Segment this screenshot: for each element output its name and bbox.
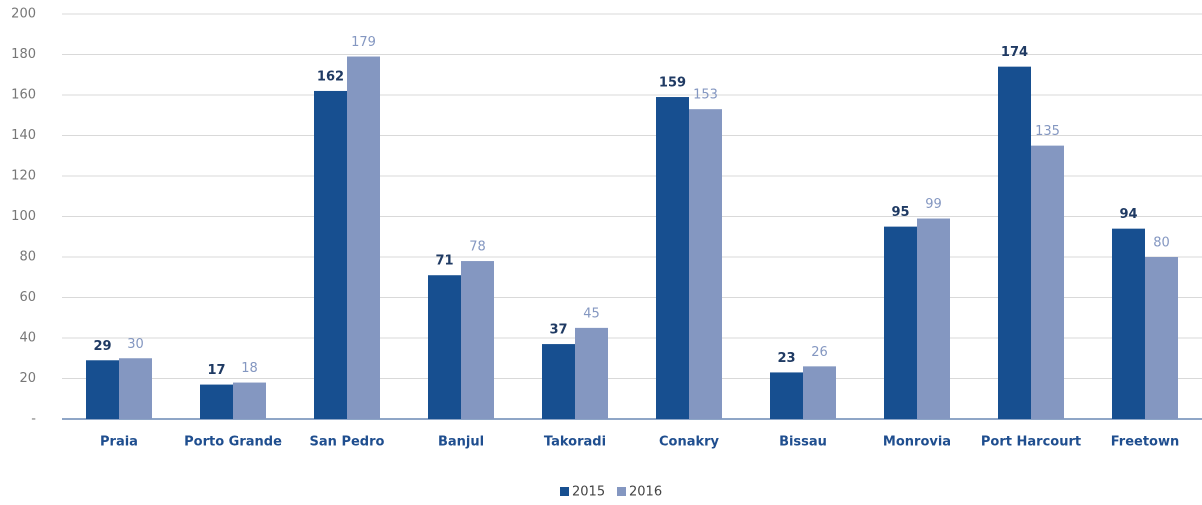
bar [347, 56, 380, 420]
legend-label: 2015 [572, 485, 605, 500]
x-tick-label: Monrovia [883, 435, 951, 450]
data-label: 29 [93, 339, 111, 354]
data-label: 45 [583, 306, 600, 321]
data-label: 26 [811, 345, 828, 360]
y-tick-label: 180 [11, 47, 36, 62]
data-label: 174 [1001, 45, 1028, 60]
y-tick-label: 160 [11, 88, 36, 103]
data-label: 179 [351, 35, 376, 50]
y-tick-label: - [31, 412, 36, 427]
bar [200, 384, 233, 419]
bar [917, 218, 950, 419]
data-label: 95 [891, 205, 909, 220]
x-tick-label: Bissau [779, 435, 827, 450]
data-label: 30 [127, 337, 144, 352]
bar [119, 358, 152, 419]
data-label: 18 [241, 361, 258, 376]
bar [803, 366, 836, 419]
y-tick-label: 60 [19, 290, 36, 305]
x-tick-label: Takoradi [544, 435, 606, 450]
bar [314, 90, 347, 419]
bar [461, 261, 494, 419]
bar [233, 382, 266, 419]
y-tick-label: 140 [11, 128, 36, 143]
y-tick-label: 80 [19, 250, 36, 265]
data-label: 78 [469, 240, 486, 255]
x-tick-label: Freetown [1111, 435, 1180, 450]
data-label: 159 [659, 76, 686, 91]
bar [542, 344, 575, 419]
y-tick-label: 100 [11, 209, 36, 224]
legend-swatch [560, 487, 569, 496]
y-tick-label: 20 [19, 371, 36, 386]
bar [1112, 228, 1145, 419]
bar [575, 327, 608, 419]
x-tick-label: Porto Grande [184, 435, 282, 450]
data-label: 37 [549, 323, 567, 338]
bar [86, 360, 119, 419]
data-label: 17 [207, 363, 225, 378]
bar [1145, 257, 1178, 419]
data-label: 135 [1035, 124, 1060, 139]
legend-label: 2016 [629, 485, 662, 500]
x-tick-label: Port Harcourt [981, 435, 1081, 450]
x-tick-label: Banjul [438, 435, 484, 450]
y-tick-label: 200 [11, 7, 36, 22]
x-tick-label: San Pedro [310, 435, 385, 450]
legend-swatch [617, 487, 626, 496]
bar [689, 109, 722, 420]
y-tick-label: 40 [19, 331, 36, 346]
bar [656, 97, 689, 420]
bar [770, 372, 803, 419]
x-tick-label: Conakry [659, 435, 720, 450]
data-label: 99 [925, 197, 942, 212]
y-tick-label: 120 [11, 169, 36, 184]
data-label: 94 [1119, 207, 1137, 222]
data-label: 153 [693, 88, 718, 103]
bar [884, 226, 917, 419]
data-label: 71 [435, 254, 453, 269]
data-label: 80 [1153, 236, 1170, 251]
data-label: 162 [317, 69, 344, 84]
x-tick-label: Praia [100, 435, 138, 450]
bar [1031, 145, 1064, 419]
bar [998, 66, 1031, 420]
bar [428, 275, 461, 419]
data-label: 23 [777, 351, 795, 366]
